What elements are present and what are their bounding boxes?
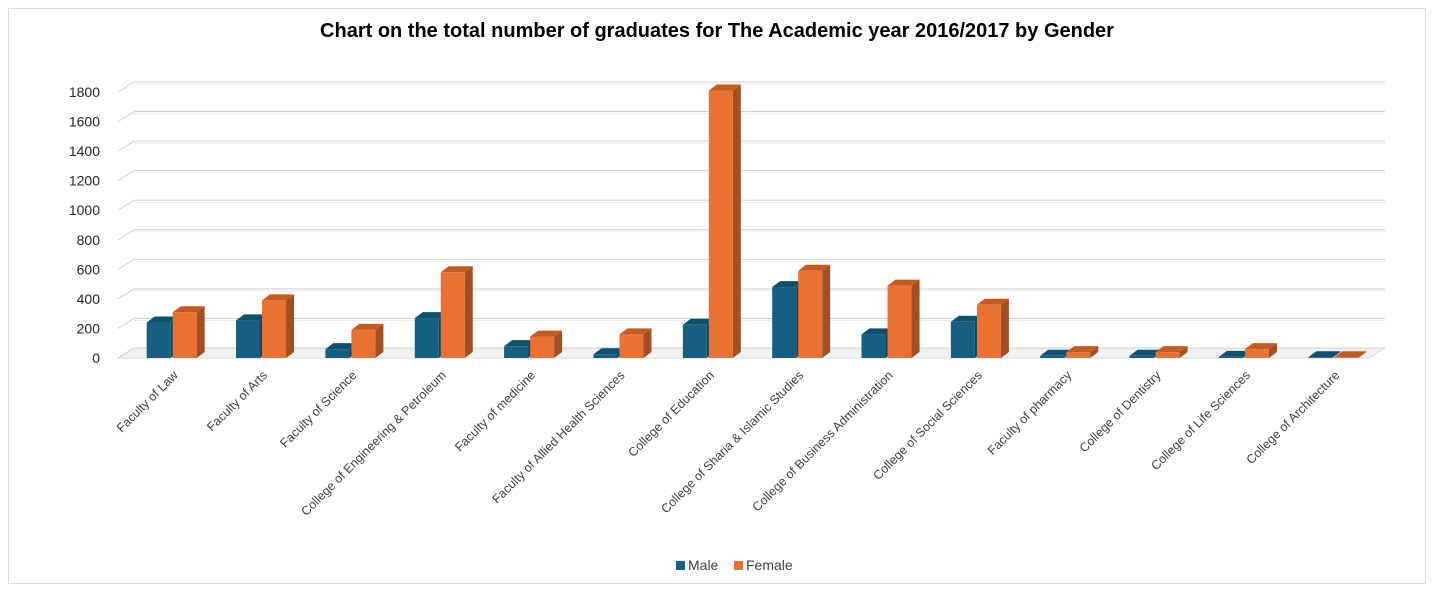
- y-tick-label: 0: [92, 350, 100, 366]
- x-axis-labels: Faculty of Law Faculty of Arts Faculty of …: [114, 368, 1343, 519]
- bar-female: [1244, 343, 1277, 358]
- gridline: [117, 140, 1385, 152]
- x-category-label: College of Education: [625, 368, 717, 460]
- bar-female: [708, 84, 741, 359]
- y-tick-label: 400: [77, 291, 101, 307]
- bar-female: [440, 266, 473, 358]
- x-category-label: College of Dentistry: [1077, 368, 1165, 456]
- bar-female: [976, 298, 1009, 358]
- gridline: [117, 288, 1385, 300]
- bar-female: [1334, 351, 1367, 358]
- y-tick-label: 1200: [69, 173, 100, 189]
- y-tick-label: 600: [77, 261, 101, 277]
- gridline: [117, 317, 1385, 329]
- bar-female: [1066, 346, 1099, 358]
- legend-item-male: Male: [676, 557, 719, 573]
- y-tick-label: 1400: [69, 143, 100, 159]
- gridlines: [116, 81, 1387, 359]
- chart-title: Chart on the total number of graduates f…: [320, 20, 1114, 42]
- gridline: [117, 81, 1385, 93]
- bar-female: [351, 323, 384, 358]
- legend: Male Female: [676, 557, 793, 573]
- legend-swatch: [734, 561, 743, 570]
- x-category-label: College of Life Sciences: [1148, 368, 1253, 473]
- bars: [146, 84, 1367, 359]
- legend-label: Female: [746, 557, 793, 573]
- y-tick-label: 200: [77, 320, 101, 336]
- gridline: [117, 258, 1385, 270]
- gridline: [117, 229, 1385, 241]
- bar-female: [887, 279, 920, 358]
- gridline: [117, 111, 1385, 122]
- bar-female: [619, 328, 652, 358]
- gridline: [117, 199, 1385, 211]
- y-tick-label: 1800: [69, 84, 100, 100]
- x-category-label: College of Business Administration: [750, 368, 896, 514]
- x-category-label: College of Engineering & Petroleum: [298, 368, 448, 518]
- y-tick-label: 800: [77, 232, 101, 248]
- x-category-label: Faculty of pharmacy: [985, 368, 1075, 458]
- x-category-label: Faculty of Law: [114, 368, 182, 436]
- bar-female: [172, 306, 205, 358]
- bar-female: [530, 330, 563, 358]
- x-category-label: Faculty of Arts: [204, 368, 270, 434]
- gridline: [117, 170, 1385, 182]
- bar-female: [798, 264, 831, 358]
- x-category-label: Faculty of Science: [277, 368, 359, 450]
- y-tick-label: 1000: [69, 202, 100, 218]
- legend-label: Male: [688, 557, 719, 573]
- bar-female: [1155, 346, 1188, 358]
- legend-swatch: [676, 561, 685, 570]
- x-category-label: Faculty of medicine: [452, 368, 538, 454]
- y-tick-label: 1600: [69, 114, 100, 130]
- x-category-label: College of Sharia & Islamic Studies: [658, 368, 806, 516]
- legend-item-female: Female: [734, 557, 793, 573]
- bar-female: [262, 294, 295, 358]
- y-axis-ticks: 0 200 400 600 800 1000 1200 1400 1600 1800: [69, 84, 100, 366]
- bar-male: [1308, 351, 1341, 358]
- x-category-label: College of Architecture: [1244, 368, 1343, 467]
